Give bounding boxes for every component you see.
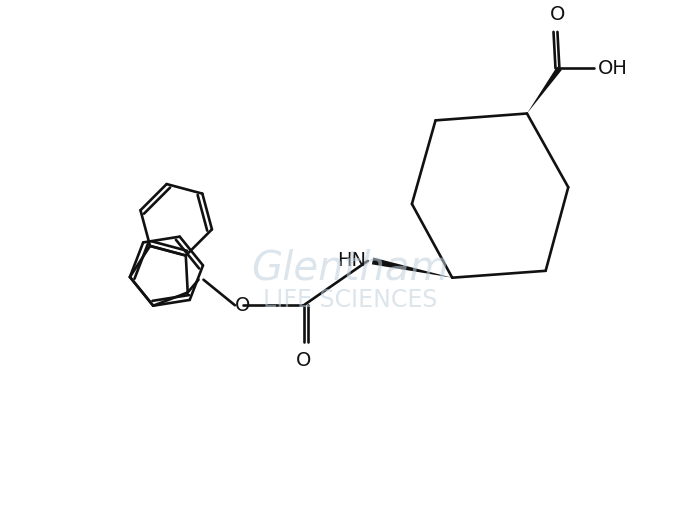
Polygon shape [372,257,452,278]
Text: Glentham: Glentham [251,249,449,288]
Text: OH: OH [598,59,628,78]
Text: O: O [550,5,565,24]
Text: O: O [235,296,251,315]
Polygon shape [527,67,562,113]
Text: LIFE SCIENCES: LIFE SCIENCES [263,288,437,313]
Text: HN: HN [337,252,365,270]
Text: O: O [296,352,311,370]
